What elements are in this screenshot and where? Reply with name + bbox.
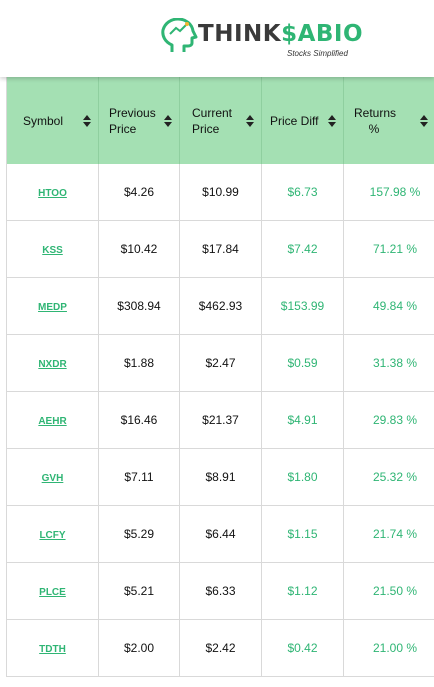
symbol-cell: LCFY — [6, 505, 99, 563]
symbol-link[interactable]: PLCE — [39, 587, 66, 598]
table-row: PLCE $5.21 $6.33 $1.12 21.50 % — [6, 562, 434, 620]
returns-cell: 31.38 % — [343, 334, 434, 392]
returns-table: Symbol Previous Price Current Price Pric… — [6, 77, 434, 677]
price-diff-cell: $0.42 — [261, 619, 344, 677]
previous-price-cell: $308.94 — [98, 277, 180, 335]
head-profile-icon — [161, 18, 198, 52]
price-diff-cell: $0.59 — [261, 334, 344, 392]
table-row: AEHR $16.46 $21.37 $4.91 29.83 % — [6, 391, 434, 449]
returns-cell: 71.21 % — [343, 220, 434, 278]
column-header-label: Returns % — [354, 105, 397, 136]
table-row: HTOO $4.26 $10.99 $6.73 157.98 % — [6, 164, 434, 221]
returns-cell: 49.84 % — [343, 277, 434, 335]
symbol-link[interactable]: AEHR — [38, 416, 67, 427]
previous-price-cell: $5.21 — [98, 562, 180, 620]
table-row: GVH $7.11 $8.91 $1.80 25.32 % — [6, 448, 434, 506]
sort-icon — [420, 114, 428, 127]
returns-cell: 21.00 % — [343, 619, 434, 677]
returns-cell: 25.32 % — [343, 448, 434, 506]
sort-icon — [328, 114, 336, 127]
symbol-cell: TDTH — [6, 619, 99, 677]
symbol-link[interactable]: TDTH — [39, 644, 66, 655]
column-header-label: Symbol — [23, 113, 64, 128]
column-header-returns[interactable]: Returns % — [343, 77, 434, 164]
symbol-link[interactable]: NXDR — [38, 359, 67, 370]
previous-price-cell: $7.11 — [98, 448, 180, 506]
sort-icon — [246, 114, 254, 127]
column-header-previous-price[interactable]: Previous Price — [98, 77, 180, 164]
table-row: KSS $10.42 $17.84 $7.42 71.21 % — [6, 220, 434, 278]
symbol-cell: MEDP — [6, 277, 99, 335]
symbol-cell: NXDR — [6, 334, 99, 392]
previous-price-cell: $2.00 — [98, 619, 180, 677]
column-header-price-diff[interactable]: Price Diff — [261, 77, 344, 164]
previous-price-cell: $5.29 — [98, 505, 180, 563]
current-price-cell: $8.91 — [179, 448, 262, 506]
thinksabio-logo[interactable]: THINK$ABIO Stocks Simplified — [160, 18, 365, 62]
symbol-cell: PLCE — [6, 562, 99, 620]
current-price-cell: $2.42 — [179, 619, 262, 677]
returns-cell: 157.98 % — [343, 164, 434, 221]
symbol-cell: HTOO — [6, 164, 99, 221]
returns-cell: 21.74 % — [343, 505, 434, 563]
price-diff-cell: $4.91 — [261, 391, 344, 449]
previous-price-cell: $1.88 — [98, 334, 180, 392]
current-price-cell: $6.44 — [179, 505, 262, 563]
price-diff-cell: $1.15 — [261, 505, 344, 563]
column-header-label: Price Diff — [270, 113, 319, 128]
symbol-link[interactable]: KSS — [42, 245, 63, 256]
current-price-cell: $17.84 — [179, 220, 262, 278]
table-body: HTOO $4.26 $10.99 $6.73 157.98 % KSS $10.42 $17… — [6, 164, 434, 677]
symbol-link[interactable]: GVH — [41, 473, 64, 484]
table-row: NXDR $1.88 $2.47 $0.59 31.38 % — [6, 334, 434, 392]
current-price-cell: $10.99 — [179, 164, 262, 221]
table-row: TDTH $2.00 $2.42 $0.42 21.00 % — [6, 619, 434, 677]
price-diff-cell: $7.42 — [261, 220, 344, 278]
returns-cell: 29.83 % — [343, 391, 434, 449]
symbol-cell: KSS — [6, 220, 99, 278]
price-diff-cell: $1.12 — [261, 562, 344, 620]
symbol-link[interactable]: HTOO — [38, 188, 67, 199]
column-header-symbol[interactable]: Symbol — [6, 77, 99, 164]
table-row: LCFY $5.29 $6.44 $1.15 21.74 % — [6, 505, 434, 563]
price-diff-cell: $153.99 — [261, 277, 344, 335]
site-header: THINK$ABIO Stocks Simplified — [0, 0, 434, 77]
symbol-cell: AEHR — [6, 391, 99, 449]
symbol-link[interactable]: MEDP — [38, 302, 67, 313]
table-row: MEDP $308.94 $462.93 $153.99 49.84 % — [6, 277, 434, 335]
previous-price-cell: $16.46 — [98, 391, 180, 449]
brand-tagline: Stocks Simplified — [287, 49, 348, 58]
symbol-link[interactable]: LCFY — [39, 530, 66, 541]
sort-icon — [164, 114, 172, 127]
brand-sabio: $ABIO — [281, 21, 364, 47]
previous-price-cell: $10.42 — [98, 220, 180, 278]
price-diff-cell: $1.80 — [261, 448, 344, 506]
returns-cell: 21.50 % — [343, 562, 434, 620]
table-header-row: Symbol Previous Price Current Price Pric… — [6, 77, 434, 164]
returns-table-container: Symbol Previous Price Current Price Pric… — [6, 77, 434, 687]
previous-price-cell: $4.26 — [98, 164, 180, 221]
column-header-current-price[interactable]: Current Price — [179, 77, 262, 164]
brand-think: THINK — [198, 21, 282, 47]
brand-wordmark: THINK$ABIO — [198, 21, 363, 47]
price-diff-cell: $6.73 — [261, 164, 344, 221]
sort-icon — [83, 114, 91, 127]
current-price-cell: $462.93 — [179, 277, 262, 335]
column-header-label: Previous Price — [109, 105, 156, 136]
current-price-cell: $21.37 — [179, 391, 262, 449]
column-header-label: Current Price — [192, 105, 233, 136]
symbol-cell: GVH — [6, 448, 99, 506]
current-price-cell: $2.47 — [179, 334, 262, 392]
current-price-cell: $6.33 — [179, 562, 262, 620]
